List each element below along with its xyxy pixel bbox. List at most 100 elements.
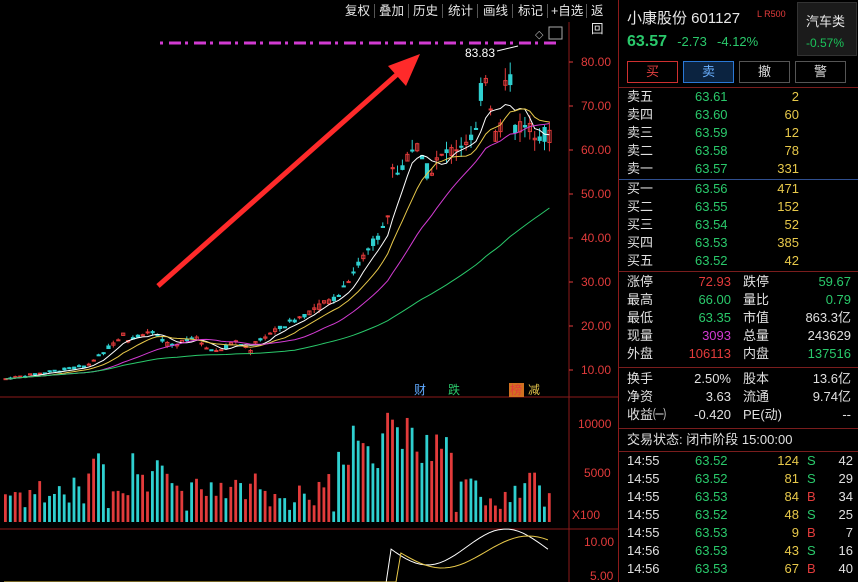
draw-line-button[interactable]: 画线 xyxy=(483,4,509,18)
candle-body xyxy=(410,149,415,152)
tick-time: 14:56 xyxy=(627,543,660,558)
panel-toggle-icon xyxy=(548,26,563,40)
tick-flag: B xyxy=(807,489,816,504)
tick-count: 42 xyxy=(838,453,853,468)
buy-button[interactable]: 买 xyxy=(627,61,678,83)
candle-body xyxy=(258,338,263,341)
bid-row[interactable]: 买二 63.55 152 xyxy=(627,199,799,214)
candle-body xyxy=(62,367,67,371)
ma5-line xyxy=(5,103,550,380)
eps-value: -0.420 xyxy=(694,407,731,422)
candle-body xyxy=(326,299,332,305)
price-tick: 30.00 xyxy=(581,275,611,289)
ask-row[interactable]: 卖一 63.57 331 xyxy=(627,161,799,176)
bid-row[interactable]: 买四 63.53 385 xyxy=(627,235,799,250)
candle-body xyxy=(351,271,356,274)
day-low: 最低 xyxy=(627,310,654,325)
overlay-button[interactable]: 叠加 xyxy=(379,4,405,18)
volume-bar xyxy=(175,485,179,522)
ask-row[interactable]: 卖三 63.59 12 xyxy=(627,125,799,140)
total-volume: 总量 xyxy=(743,328,770,343)
volume-bar xyxy=(376,468,380,522)
chart-toolbar: 复权 叠加 历史 统计 画线 标记 +自选 返回 xyxy=(0,0,618,36)
volume-bar xyxy=(67,502,71,522)
last-price: 63.57 xyxy=(627,33,668,50)
candle-body xyxy=(116,339,121,342)
stats-button[interactable]: 统计 xyxy=(448,4,474,18)
level-badge: L R500 xyxy=(757,9,786,19)
tick-price: 63.52 xyxy=(695,471,728,486)
bid-row[interactable]: 买五 63.52 42 xyxy=(627,253,799,268)
volume-bar xyxy=(337,451,340,522)
volume-bar xyxy=(28,489,32,522)
ma20-line xyxy=(5,123,550,380)
candle-body xyxy=(81,365,87,369)
price-change-pct: -4.12% xyxy=(717,34,759,49)
volume-bar xyxy=(405,417,409,522)
limit-up-value: 72.93 xyxy=(698,274,731,289)
ask-row[interactable]: 卖二 63.58 78 xyxy=(627,143,799,158)
tick-count: 7 xyxy=(845,525,853,540)
volume-bar xyxy=(528,472,532,522)
volume-bar xyxy=(253,473,257,522)
price-tick: 70.00 xyxy=(581,99,611,113)
cancel-order-button[interactable]: 撤 xyxy=(739,61,790,83)
candle-body xyxy=(199,342,204,345)
volume-bar xyxy=(356,440,360,522)
bid-row[interactable]: 买一 63.56 471 xyxy=(627,181,799,196)
toolbar-divider xyxy=(408,4,409,18)
candle-body xyxy=(91,359,96,362)
tick-row: 14:56 63.53 43 S 16 xyxy=(619,542,858,560)
volume-bar xyxy=(420,462,424,522)
volume-bar xyxy=(82,503,86,522)
candlestick-series xyxy=(3,62,552,381)
event-tag-reduce: 减 xyxy=(528,383,540,397)
toolbar-divider xyxy=(547,4,548,18)
candle-body xyxy=(346,281,351,284)
tick-time: 14:56 xyxy=(627,561,660,576)
candle-body xyxy=(317,303,322,310)
share-capital-value: 13.6亿 xyxy=(812,371,851,386)
volume-bar xyxy=(298,485,301,522)
sector-box[interactable]: 汽车类 -0.57% xyxy=(797,2,857,56)
add-watchlist-button[interactable]: +自选 xyxy=(551,4,584,18)
volume-bar xyxy=(283,498,287,522)
candle-body xyxy=(209,349,214,352)
volume-ratio-value: 0.79 xyxy=(825,292,851,307)
volume-bar xyxy=(190,482,193,522)
sell-button[interactable]: 卖 xyxy=(683,61,734,83)
kline-chart-area[interactable]: 复权 叠加 历史 统计 画线 标记 +自选 返回 80.00 70.00 60.… xyxy=(0,0,618,582)
volume-bars xyxy=(4,412,551,522)
day-high: 最高 xyxy=(627,292,654,307)
volume-bar xyxy=(391,419,394,522)
toolbar-divider xyxy=(512,4,513,18)
candle-body xyxy=(86,363,92,366)
volume-bar xyxy=(386,412,389,522)
ask-row[interactable]: 卖四 63.60 60 xyxy=(627,107,799,122)
candle-body xyxy=(292,319,297,323)
candle-body xyxy=(478,83,483,101)
mark-button[interactable]: 标记 xyxy=(518,4,544,18)
fq-button[interactable]: 复权 xyxy=(345,4,371,18)
toolbar-divider xyxy=(477,4,478,18)
candle-body xyxy=(282,326,287,329)
price-alert-button[interactable]: 警 xyxy=(795,61,846,83)
bid-row[interactable]: 买三 63.54 52 xyxy=(627,217,799,232)
float-shares: 流通 xyxy=(743,389,770,404)
history-button[interactable]: 历史 xyxy=(413,4,439,18)
back-button[interactable]: 返回 xyxy=(591,4,604,36)
divider xyxy=(619,367,858,368)
candle-body xyxy=(297,316,302,319)
volume-bar xyxy=(307,499,311,522)
volume-bar xyxy=(209,482,213,522)
candle-body xyxy=(204,347,209,350)
candle-body xyxy=(405,153,410,162)
ask-row[interactable]: 卖五 63.61 2 xyxy=(627,89,799,104)
volume-bar xyxy=(366,446,370,522)
tick-count: 25 xyxy=(838,507,853,522)
volume-bar xyxy=(53,493,56,522)
event-tag-finance: 财 xyxy=(414,383,426,397)
volume-bar xyxy=(48,495,51,522)
indicator-line-2 xyxy=(4,535,549,582)
tick-row: 14:55 63.52 124 S 42 xyxy=(619,452,858,470)
